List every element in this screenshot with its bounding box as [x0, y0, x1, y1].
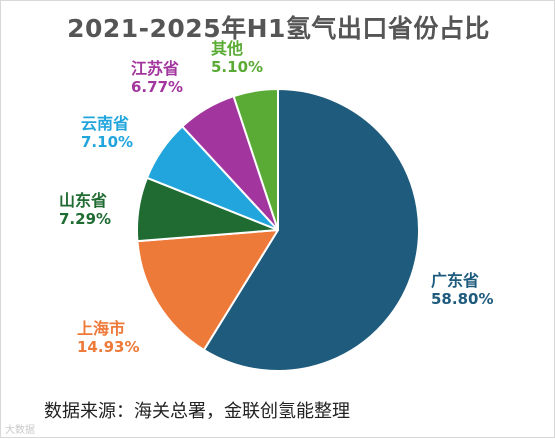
slice-name-guangdong: 广东省 — [431, 271, 480, 290]
slice-name-shanghai: 上海市 — [77, 319, 126, 338]
slice-label-jiangsu: 江苏省 6.77% — [131, 59, 183, 97]
slice-name-yunnan: 云南省 — [81, 114, 130, 133]
chart-title: 2021-2025年H1氢气出口省份占比 — [67, 14, 490, 43]
pie-slice-other — [232, 88, 279, 231]
slice-label-shanghai: 上海市 14.93% — [77, 319, 139, 357]
slice-value-guangdong: 58.80% — [431, 290, 494, 308]
watermark-text: 大数据 — [5, 425, 35, 436]
slice-value-shanghai: 14.93% — [77, 338, 140, 356]
slice-label-yunnan: 云南省 7.10% — [81, 114, 133, 152]
pie-slice-guangdong — [202, 88, 420, 372]
slice-value-shandong: 7.29% — [59, 210, 112, 228]
slice-name-other: 其他 — [211, 39, 244, 58]
slice-label-shandong: 山东省 7.29% — [59, 191, 111, 229]
slice-value-other: 5.10% — [211, 58, 264, 76]
source-note: 数据来源：海关总署，金联创氢能整理 — [44, 401, 350, 422]
slice-label-guangdong: 广东省 58.80% — [431, 271, 493, 309]
slice-value-jiangsu: 6.77% — [131, 78, 184, 96]
slice-name-jiangsu: 江苏省 — [131, 59, 180, 78]
pie-slice-shanghai — [136, 229, 279, 351]
slice-value-yunnan: 7.10% — [81, 133, 134, 151]
slice-name-shandong: 山东省 — [59, 191, 108, 210]
slice-label-other: 其他 5.10% — [211, 39, 263, 77]
